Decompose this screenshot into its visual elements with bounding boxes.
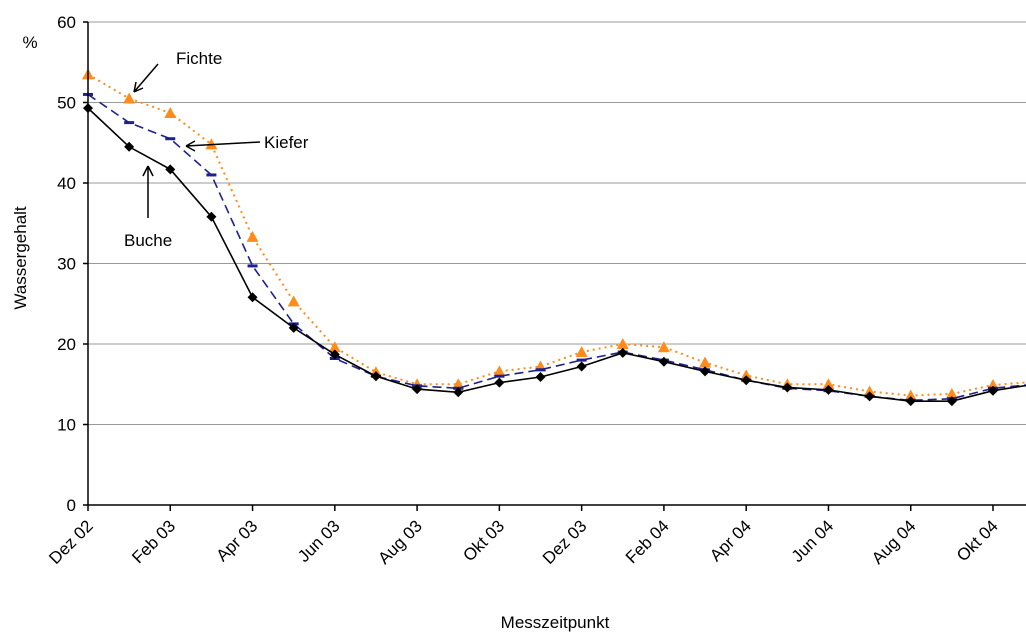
x-tick-label: Feb 04 (622, 516, 673, 567)
y-tick-label: 20 (57, 335, 76, 354)
data-point (904, 389, 917, 401)
x-tick-label: Apr 04 (706, 516, 755, 565)
data-point (328, 341, 341, 353)
x-tick-label: Jun 04 (788, 516, 838, 566)
annotation: Buche (124, 231, 172, 250)
annotation-arrow (142, 165, 154, 218)
data-point (864, 391, 875, 402)
data-point (576, 361, 587, 372)
y-unit-label: % (22, 33, 37, 52)
y-tick-label: 50 (57, 94, 76, 113)
data-point (535, 372, 546, 383)
data-point (782, 382, 793, 393)
data-point (741, 375, 752, 386)
data-point (164, 106, 177, 118)
y-tick-label: 40 (57, 174, 76, 193)
data-point (617, 347, 628, 358)
data-point (165, 137, 176, 141)
data-point (658, 356, 669, 367)
data-point (206, 211, 217, 222)
data-point (575, 346, 588, 358)
data-point (863, 385, 876, 397)
annotations: Fichte Kiefer Buche (124, 49, 309, 250)
data-point (699, 356, 712, 368)
x-tick-label: Feb 03 (128, 516, 179, 567)
series-line (87, 107, 1026, 402)
data-point (124, 121, 135, 125)
y-tick-label: 60 (57, 13, 76, 32)
data-point (494, 374, 505, 378)
data-point (412, 384, 423, 395)
data-point (535, 368, 546, 372)
data-point (452, 378, 465, 390)
y-tick-label: 30 (57, 255, 76, 274)
data-point (657, 341, 670, 353)
data-point (700, 366, 711, 377)
x-axis-label: Messzeitpunkt (501, 613, 610, 632)
data-point (576, 358, 587, 362)
data-point (988, 385, 998, 396)
annotation-arrow (133, 63, 159, 93)
data-point (206, 173, 217, 177)
data-point (945, 387, 958, 399)
x-tick-label: Apr 03 (213, 516, 262, 565)
x-tick-label: Okt 03 (459, 516, 508, 565)
x-tick-label: Aug 03 (374, 516, 426, 568)
x-tick-label: Dez 02 (45, 516, 97, 568)
data-point (247, 292, 258, 303)
data-point (494, 377, 505, 388)
x-tick-label: Jun 03 (294, 516, 344, 566)
data-point (288, 322, 299, 333)
y-axis-label: Wassergehalt (11, 206, 30, 310)
data-point (247, 264, 258, 268)
data-point (205, 138, 218, 150)
data-point (165, 164, 176, 175)
data-point (905, 396, 916, 407)
series-line (87, 73, 1026, 397)
x-tick-label: Okt 04 (953, 516, 1002, 565)
data-point (740, 369, 753, 381)
data-point (946, 396, 957, 407)
series-line (87, 93, 1026, 402)
data-point (823, 384, 834, 395)
data-point (493, 365, 506, 377)
annotation: Fichte (176, 49, 222, 68)
data-point (124, 141, 135, 152)
data-point (616, 338, 629, 349)
data-point (287, 295, 300, 307)
x-tick-label: Dez 03 (539, 516, 591, 568)
data-point (329, 349, 340, 360)
annotation-arrow (185, 140, 261, 152)
data-point (453, 387, 464, 398)
data-point (123, 92, 136, 104)
data-point (370, 371, 381, 382)
y-tick-label: 0 (67, 496, 76, 515)
data-point (246, 230, 259, 242)
annotation: Kiefer (264, 133, 309, 152)
plot-area (82, 21, 1026, 506)
data-point (822, 378, 835, 390)
x-tick-label: Aug 04 (868, 516, 920, 568)
y-tick-label: 10 (57, 416, 76, 435)
